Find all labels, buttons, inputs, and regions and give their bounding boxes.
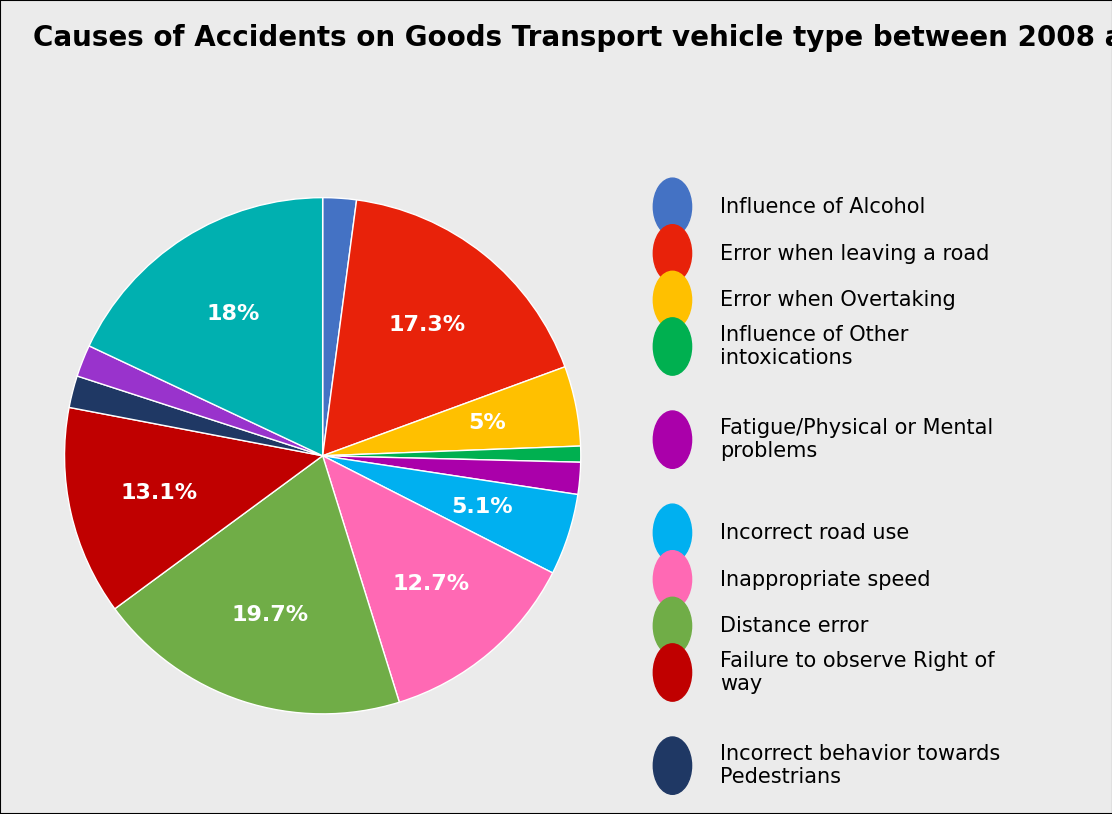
Text: Influence of Alcohol: Influence of Alcohol <box>719 197 925 217</box>
Wedge shape <box>64 408 322 609</box>
Wedge shape <box>322 446 580 462</box>
Circle shape <box>653 597 692 654</box>
Wedge shape <box>322 456 577 573</box>
Circle shape <box>653 271 692 329</box>
Text: Influence of Other
intoxications: Influence of Other intoxications <box>719 325 909 368</box>
Text: Failure to observe Right of
way: Failure to observe Right of way <box>719 651 994 694</box>
Text: 5.1%: 5.1% <box>451 497 513 517</box>
Circle shape <box>653 318 692 375</box>
Text: 12.7%: 12.7% <box>393 574 469 594</box>
Wedge shape <box>322 198 357 456</box>
Text: 19.7%: 19.7% <box>231 606 309 625</box>
Circle shape <box>653 551 692 608</box>
Text: 17.3%: 17.3% <box>389 315 466 335</box>
Circle shape <box>653 178 692 235</box>
Wedge shape <box>115 456 399 714</box>
Circle shape <box>653 644 692 701</box>
Text: Fatigue/Physical or Mental
problems: Fatigue/Physical or Mental problems <box>719 418 993 462</box>
Text: Inappropriate speed: Inappropriate speed <box>719 570 931 589</box>
Text: Incorrect road use: Incorrect road use <box>719 523 909 543</box>
Text: Causes of Accidents on Goods Transport vehicle type between 2008 and 2017: Causes of Accidents on Goods Transport v… <box>33 24 1112 52</box>
Text: Error when leaving a road: Error when leaving a road <box>719 243 990 264</box>
Wedge shape <box>77 346 322 456</box>
Text: 13.1%: 13.1% <box>120 483 198 503</box>
Text: 5%: 5% <box>468 414 506 433</box>
Circle shape <box>653 411 692 468</box>
Wedge shape <box>69 376 322 456</box>
Wedge shape <box>322 200 565 456</box>
Circle shape <box>653 504 692 562</box>
Circle shape <box>653 225 692 282</box>
Wedge shape <box>89 198 322 456</box>
Circle shape <box>653 737 692 794</box>
Wedge shape <box>322 367 580 456</box>
Wedge shape <box>322 456 580 495</box>
Text: Distance error: Distance error <box>719 616 868 636</box>
Text: Incorrect behavior towards
Pedestrians: Incorrect behavior towards Pedestrians <box>719 744 1000 787</box>
Wedge shape <box>322 456 553 702</box>
Text: Error when Overtaking: Error when Overtaking <box>719 290 955 310</box>
Text: 18%: 18% <box>206 304 259 324</box>
